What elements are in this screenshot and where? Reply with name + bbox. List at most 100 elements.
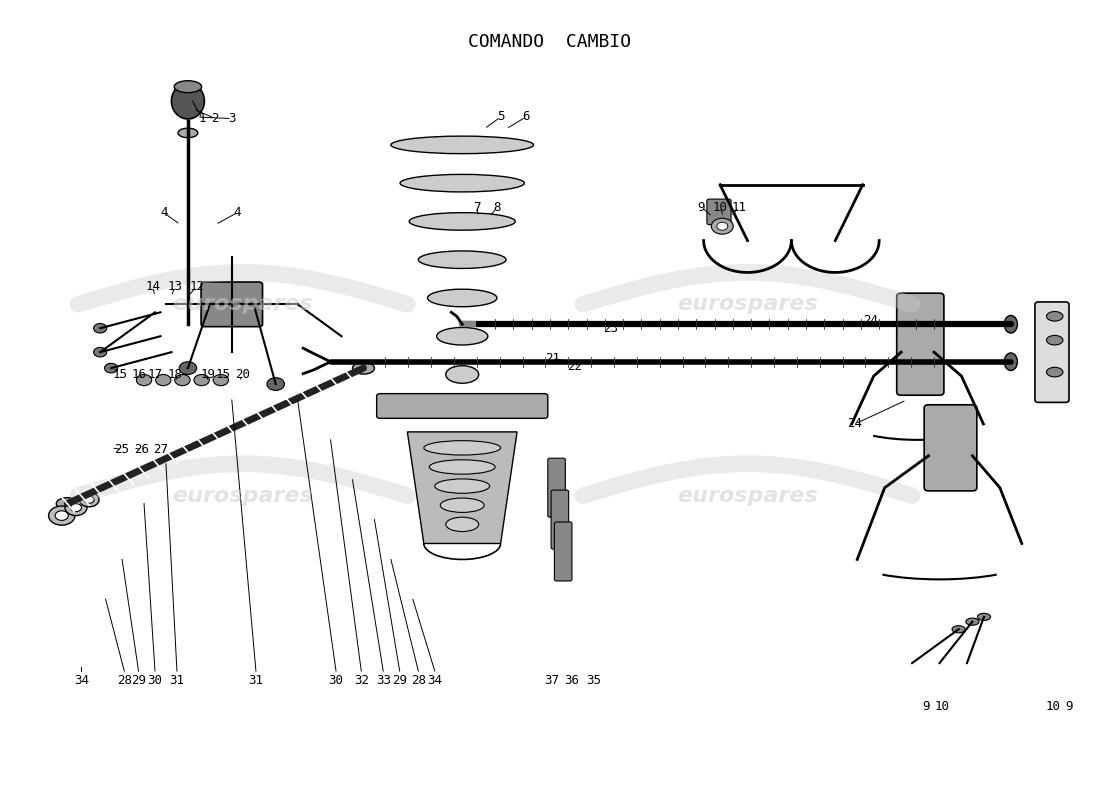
Circle shape [94, 347, 107, 357]
Text: 4: 4 [233, 206, 241, 219]
Text: 15: 15 [112, 368, 128, 381]
Ellipse shape [953, 626, 965, 633]
FancyBboxPatch shape [548, 458, 565, 517]
Text: 30: 30 [147, 674, 163, 687]
Text: 24: 24 [847, 418, 862, 430]
Circle shape [717, 222, 728, 230]
Ellipse shape [434, 479, 490, 494]
Text: 28: 28 [117, 674, 132, 687]
Circle shape [104, 363, 118, 373]
Ellipse shape [418, 251, 506, 269]
Ellipse shape [424, 441, 500, 455]
Text: 3: 3 [228, 112, 235, 125]
Text: 31: 31 [249, 674, 263, 687]
Text: 9: 9 [697, 201, 705, 214]
Text: 11: 11 [732, 201, 746, 214]
Circle shape [179, 362, 197, 374]
Ellipse shape [1046, 335, 1063, 345]
Text: 4: 4 [160, 206, 167, 219]
Circle shape [65, 500, 87, 515]
Text: 9: 9 [923, 701, 931, 714]
Text: 26: 26 [134, 443, 150, 456]
Text: 34: 34 [427, 674, 442, 687]
Text: 14: 14 [145, 280, 161, 294]
FancyBboxPatch shape [554, 522, 572, 581]
Circle shape [194, 374, 209, 386]
Circle shape [712, 218, 734, 234]
Text: eurospares: eurospares [173, 294, 314, 314]
Ellipse shape [978, 614, 991, 621]
FancyBboxPatch shape [924, 405, 977, 491]
Ellipse shape [966, 618, 979, 626]
Circle shape [136, 374, 152, 386]
Circle shape [175, 374, 190, 386]
Text: 23: 23 [603, 322, 618, 334]
FancyBboxPatch shape [376, 394, 548, 418]
Ellipse shape [1046, 311, 1063, 321]
Ellipse shape [1004, 315, 1018, 333]
Text: 10: 10 [934, 701, 949, 714]
Text: 32: 32 [354, 674, 368, 687]
Text: 30: 30 [329, 674, 343, 687]
Text: 28: 28 [410, 674, 426, 687]
Ellipse shape [409, 213, 515, 230]
Text: 17: 17 [147, 368, 163, 381]
Text: 13: 13 [167, 280, 183, 294]
Text: eurospares: eurospares [678, 294, 818, 314]
Ellipse shape [352, 362, 374, 374]
Text: eurospares: eurospares [173, 486, 314, 506]
Ellipse shape [446, 517, 478, 531]
Circle shape [48, 506, 75, 525]
Text: 9: 9 [1065, 701, 1072, 714]
Ellipse shape [390, 136, 534, 154]
Ellipse shape [429, 460, 495, 474]
Text: 1: 1 [198, 112, 206, 125]
Text: 29: 29 [393, 674, 407, 687]
Text: 20: 20 [235, 368, 251, 381]
Text: 18: 18 [167, 368, 183, 381]
Ellipse shape [174, 81, 201, 93]
Text: 35: 35 [586, 674, 602, 687]
Ellipse shape [56, 498, 78, 510]
Ellipse shape [400, 174, 525, 192]
Circle shape [213, 374, 229, 386]
Ellipse shape [428, 289, 497, 306]
Ellipse shape [1046, 367, 1063, 377]
Text: 5: 5 [497, 110, 505, 123]
Circle shape [55, 511, 68, 520]
Circle shape [79, 493, 99, 507]
FancyBboxPatch shape [1035, 302, 1069, 402]
Text: eurospares: eurospares [678, 486, 818, 506]
Text: 8: 8 [494, 201, 502, 214]
Polygon shape [407, 432, 517, 543]
Ellipse shape [1004, 353, 1018, 370]
FancyBboxPatch shape [707, 199, 732, 225]
Text: 2: 2 [211, 112, 219, 125]
Text: 37: 37 [544, 674, 560, 687]
Circle shape [94, 323, 107, 333]
Circle shape [85, 496, 95, 503]
Text: 10: 10 [1045, 701, 1060, 714]
Text: 33: 33 [376, 674, 390, 687]
Circle shape [70, 504, 81, 512]
Text: 24: 24 [862, 314, 878, 326]
Text: 19: 19 [200, 368, 216, 381]
Ellipse shape [446, 366, 478, 383]
Text: 31: 31 [169, 674, 185, 687]
Text: 6: 6 [522, 110, 529, 123]
Text: 16: 16 [131, 368, 146, 381]
Text: 34: 34 [74, 674, 89, 687]
Text: 27: 27 [153, 443, 168, 456]
Circle shape [155, 374, 170, 386]
FancyBboxPatch shape [201, 282, 263, 326]
Circle shape [267, 378, 285, 390]
Text: 7: 7 [473, 201, 481, 214]
Text: 22: 22 [566, 360, 582, 373]
Ellipse shape [172, 83, 205, 119]
Text: 21: 21 [544, 352, 560, 365]
Ellipse shape [437, 327, 487, 345]
Text: 29: 29 [131, 674, 146, 687]
FancyBboxPatch shape [551, 490, 569, 549]
Text: 15: 15 [216, 368, 231, 381]
Text: 12: 12 [189, 280, 205, 294]
